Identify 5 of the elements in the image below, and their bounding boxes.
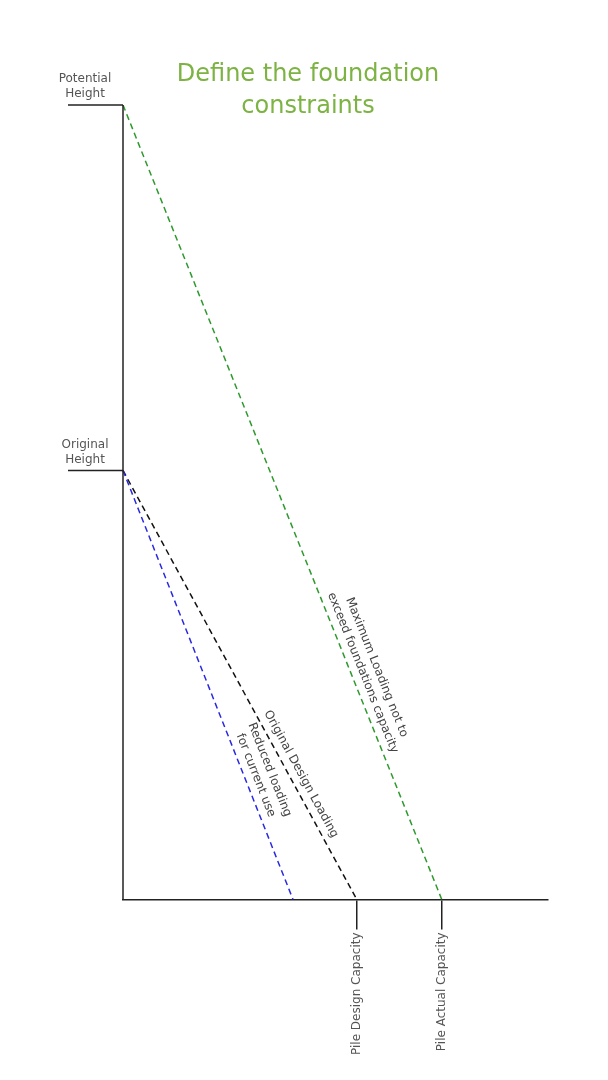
chart-title: Define the foundation constraints	[176, 59, 440, 120]
x-tick-label: Pile Actual Capacity	[433, 932, 448, 1052]
text: Potential Height	[58, 71, 112, 101]
x-tick-label: Pile Design Capacity	[348, 932, 363, 1056]
text: Original Height	[61, 436, 109, 466]
